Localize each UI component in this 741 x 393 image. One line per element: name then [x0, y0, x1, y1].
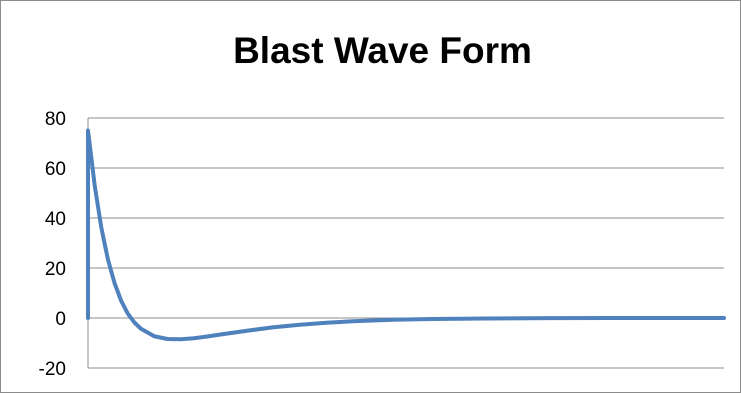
y-tick-label: 0 [55, 309, 66, 330]
y-tick-label: 80 [45, 109, 66, 130]
y-tick-label: 40 [45, 209, 66, 230]
y-tick-label: -20 [39, 359, 66, 380]
y-tick-label: 60 [45, 159, 66, 180]
y-tick-label: 20 [45, 259, 66, 280]
chart-title: Blast Wave Form [233, 30, 532, 71]
series-line-0 [86, 128, 726, 342]
